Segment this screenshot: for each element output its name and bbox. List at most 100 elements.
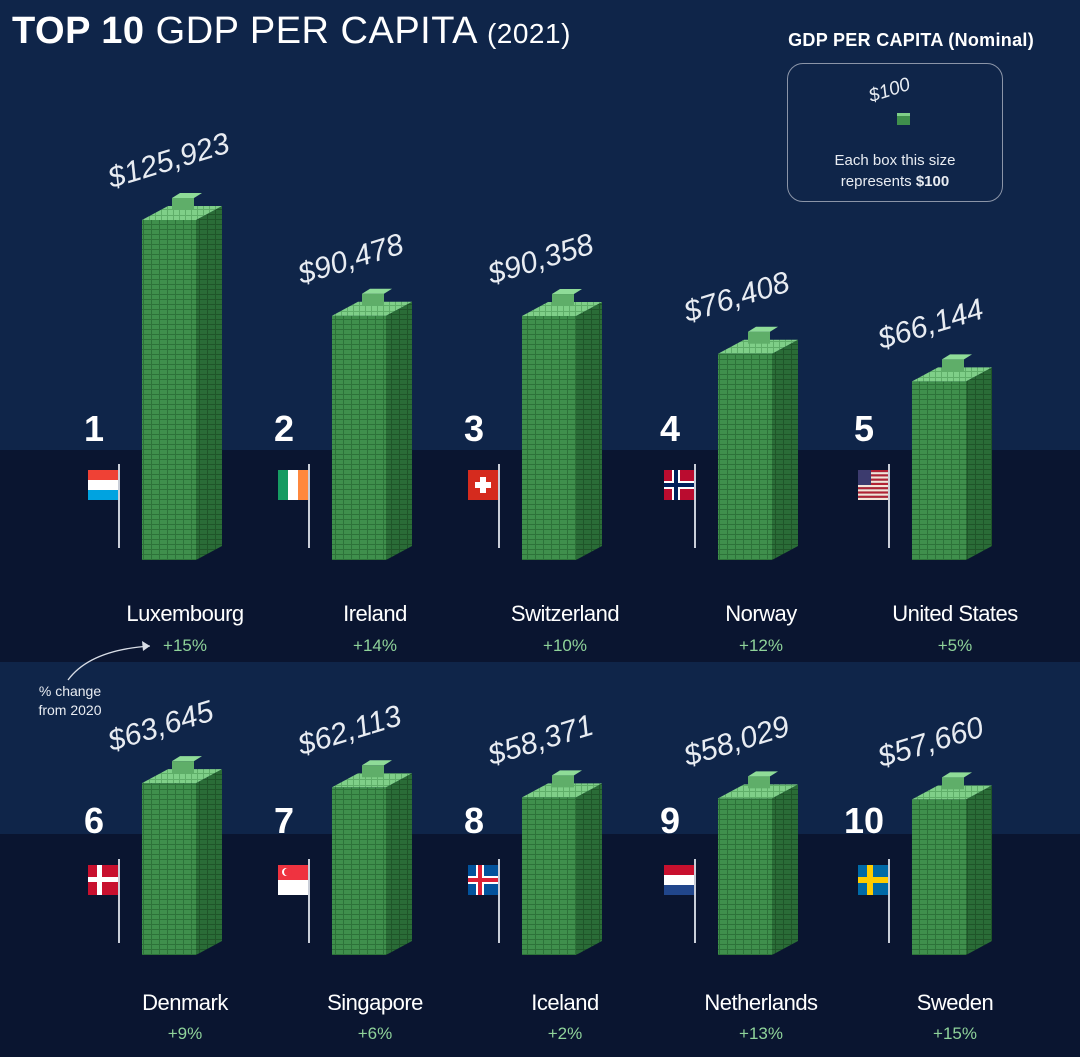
country-label: Netherlands — [704, 990, 818, 1015]
change-note: % change from 2020 — [22, 682, 118, 720]
bar-front-8 — [522, 797, 576, 955]
iceland-flag — [468, 865, 498, 895]
singapore-flag — [278, 865, 308, 895]
change-note-line-1: % change — [38, 683, 102, 699]
denmark-flag — [88, 865, 118, 895]
bar-top-6 — [142, 769, 222, 784]
bar-step-top-2 — [362, 288, 392, 294]
title-bold: TOP 10 — [12, 10, 145, 52]
country-label: Sweden — [916, 990, 994, 1015]
bar-top-7 — [332, 773, 412, 788]
bar-step-9 — [748, 776, 770, 789]
bar-side-3 — [576, 302, 602, 560]
page-title: TOP 10 GDP PER CAPITA (2021) — [12, 10, 571, 53]
change-label: +9% — [167, 1024, 203, 1043]
bar-step-4 — [748, 331, 770, 344]
bar-top-5 — [912, 367, 992, 382]
legend-box — [787, 63, 1003, 202]
note-arrow-head — [142, 641, 150, 651]
bar-top-2 — [332, 301, 412, 316]
bar-step-top-9 — [748, 771, 778, 777]
rank-label: 4 — [659, 408, 681, 449]
bar-front-3 — [522, 316, 576, 560]
bar-top-10 — [912, 785, 992, 800]
change-label: +2% — [547, 1024, 583, 1043]
bar-front-9 — [718, 798, 772, 955]
bar-step-6 — [172, 761, 194, 774]
legend-title: GDP PER CAPITA (Nominal) — [788, 30, 1034, 50]
rank-label: 10 — [843, 800, 885, 841]
netherlands-flag — [664, 865, 694, 895]
rank-label: 1 — [83, 408, 105, 449]
bar-side-4 — [772, 339, 798, 560]
bars-group — [88, 193, 992, 955]
bar-step-top-3 — [552, 289, 582, 295]
change-label: +15% — [163, 636, 207, 655]
country-label: Denmark — [142, 990, 228, 1015]
country-label: Switzerland — [510, 601, 620, 626]
luxembourg-flag — [88, 470, 118, 500]
bar-step-top-1 — [172, 193, 202, 198]
title-main: GDP PER CAPITA — [155, 10, 476, 52]
country-label: Luxembourg — [126, 601, 244, 626]
bar-top-8 — [522, 783, 602, 798]
bar-step-2 — [362, 293, 384, 306]
bar-side-7 — [386, 773, 412, 955]
title-year: (2021) — [486, 18, 571, 49]
bar-step-10 — [942, 777, 964, 790]
bar-top-3 — [522, 302, 602, 317]
change-label: +15% — [933, 1024, 977, 1043]
change-label: +5% — [937, 636, 973, 655]
bar-top-4 — [718, 339, 798, 354]
bar-side-2 — [386, 301, 412, 560]
note-arrow — [67, 645, 151, 681]
bar-front-1 — [142, 220, 196, 560]
bar-side-5 — [966, 367, 992, 560]
bar-front-10 — [912, 799, 966, 955]
bar-side-10 — [966, 785, 992, 955]
bar-top-1 — [142, 206, 222, 220]
change-label: +6% — [357, 1024, 393, 1043]
change-label: +12% — [739, 636, 783, 655]
legend-line-2: represents $100 — [787, 171, 1003, 192]
bar-step-top-4 — [748, 326, 778, 332]
bar-step-top-10 — [942, 772, 972, 778]
rank-label: 3 — [463, 408, 485, 449]
country-label: Norway — [725, 601, 797, 626]
legend-line-1: Each box this size — [834, 152, 956, 169]
rank-label: 7 — [273, 800, 295, 841]
bar-step-top-6 — [172, 756, 202, 762]
legend-text: Each box this size represents $100 — [787, 150, 1003, 192]
bar-step-1 — [172, 198, 194, 210]
legend-line-2-value: $100 — [915, 173, 950, 190]
bar-step-3 — [552, 294, 574, 307]
bar-front-6 — [142, 783, 196, 955]
rank-label: 6 — [83, 800, 105, 841]
change-label: +13% — [739, 1024, 783, 1043]
change-label: +10% — [543, 636, 587, 655]
ireland-flag — [278, 470, 308, 500]
bar-step-top-8 — [552, 770, 582, 776]
bar-side-8 — [576, 783, 602, 955]
bar-front-4 — [718, 353, 772, 560]
bar-front-7 — [332, 787, 386, 955]
change-label: +14% — [353, 636, 397, 655]
switzerland-flag — [468, 470, 498, 500]
bar-step-8 — [552, 775, 574, 788]
legend-cube-icon — [897, 113, 910, 125]
bar-side-9 — [772, 784, 798, 955]
rank-label: 5 — [853, 408, 875, 449]
country-label: Iceland — [531, 990, 599, 1015]
rank-label: 9 — [659, 800, 681, 841]
rank-label: 8 — [463, 800, 485, 841]
bar-step-top-5 — [942, 354, 972, 360]
rank-label: 2 — [273, 408, 295, 449]
bar-front-5 — [912, 381, 966, 560]
bar-step-5 — [942, 359, 964, 372]
bar-step-7 — [362, 765, 384, 778]
norway-flag — [664, 470, 694, 500]
country-label: United States — [892, 601, 1018, 626]
bar-top-9 — [718, 784, 798, 799]
